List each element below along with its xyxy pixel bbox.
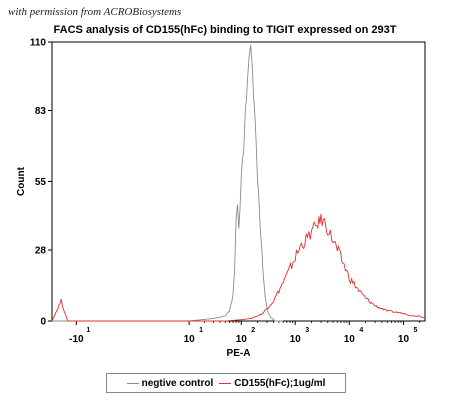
- x-axis-label: PE-A: [227, 348, 251, 359]
- series-negative-control: [52, 44, 284, 322]
- x-tick-label: 10: [398, 334, 410, 345]
- series-cd155: [51, 214, 426, 322]
- x-tick-exponent: 5: [413, 327, 417, 334]
- legend: negtive control CD155(hFc);1ug/ml: [106, 373, 346, 393]
- legend-swatch-negative-control: [126, 382, 139, 384]
- x-tick-exponent: 3: [305, 327, 309, 334]
- y-tick-label: 83: [35, 106, 47, 117]
- y-tick-label: 55: [35, 177, 47, 188]
- y-tick-label: 28: [35, 245, 47, 256]
- x-tick-label: -10: [69, 334, 84, 345]
- x-tick-exponent: 1: [86, 327, 90, 334]
- chart-title: FACS analysis of CD155(hFc) binding to T…: [53, 24, 397, 36]
- x-tick-label: 10: [290, 334, 302, 345]
- legend-item-cd155: CD155(hFc);1ug/ml: [219, 378, 325, 389]
- watermark-text: with permission from ACROBiosystems: [8, 6, 182, 18]
- plot-area-border: [51, 41, 426, 322]
- y-axis-label: Count: [16, 166, 27, 196]
- legend-label-cd155: CD155(hFc);1ug/ml: [234, 377, 326, 389]
- x-tick-exponent: 1: [199, 327, 203, 334]
- series-layer: [51, 44, 426, 322]
- y-tick-label: 0: [40, 317, 46, 328]
- plot-frame: [51, 41, 426, 322]
- x-tick-exponent: 4: [359, 327, 363, 334]
- y-axis: 0 28 55 83 110: [30, 38, 52, 328]
- legend-label-negative-control: negtive control: [141, 377, 214, 389]
- x-tick-label: 10: [184, 334, 196, 345]
- legend-item-negative-control: negtive control: [126, 377, 214, 389]
- x-tick-label: 10: [236, 334, 248, 345]
- y-tick-label: 110: [30, 38, 47, 49]
- x-tick-label: 10: [344, 334, 356, 345]
- x-tick-exponent: 2: [251, 327, 255, 334]
- legend-swatch-cd155: [219, 382, 232, 384]
